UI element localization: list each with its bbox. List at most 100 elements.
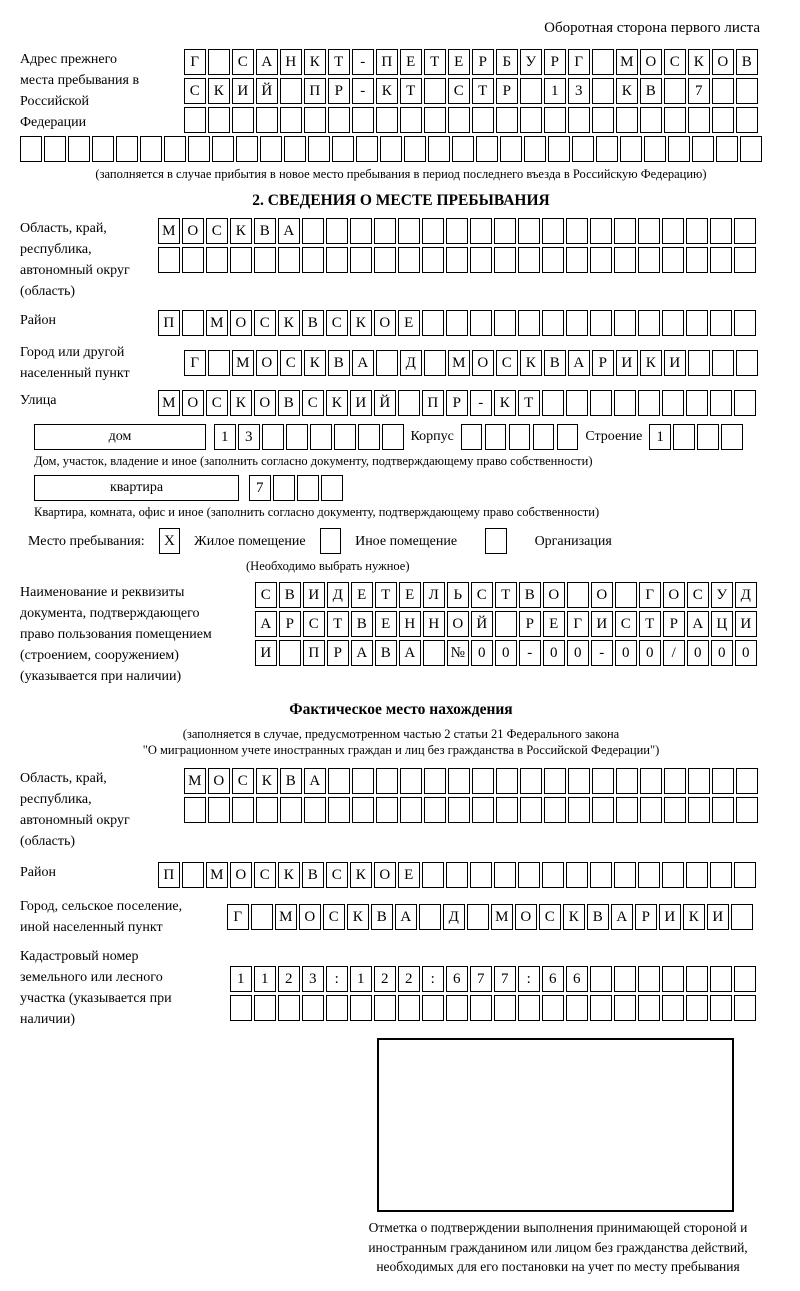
- char-cell[interactable]: [350, 247, 372, 273]
- char-cell[interactable]: [326, 218, 348, 244]
- char-cell[interactable]: [734, 390, 756, 416]
- char-cell[interactable]: [688, 350, 710, 376]
- char-cell[interactable]: [254, 247, 276, 273]
- char-cell[interactable]: [731, 904, 753, 930]
- char-cell[interactable]: 1: [649, 424, 671, 450]
- char-cell[interactable]: [278, 995, 300, 1021]
- char-cell[interactable]: [470, 310, 492, 336]
- char-cell[interactable]: М: [158, 218, 180, 244]
- char-cell[interactable]: [542, 247, 564, 273]
- char-cell[interactable]: Н: [280, 49, 302, 75]
- char-cell[interactable]: К: [688, 49, 710, 75]
- char-cell[interactable]: [614, 310, 636, 336]
- char-cell[interactable]: [614, 966, 636, 992]
- char-cell[interactable]: [424, 768, 446, 794]
- char-cell[interactable]: [638, 247, 660, 273]
- char-cell[interactable]: Р: [327, 640, 349, 666]
- char-cell[interactable]: Й: [471, 611, 493, 637]
- char-cell[interactable]: 0: [615, 640, 637, 666]
- char-cell[interactable]: [686, 218, 708, 244]
- char-cell[interactable]: [423, 640, 445, 666]
- char-cell[interactable]: [710, 966, 732, 992]
- char-cell[interactable]: Й: [256, 78, 278, 104]
- char-cell[interactable]: 0: [495, 640, 517, 666]
- char-cell[interactable]: 7: [494, 966, 516, 992]
- char-cell[interactable]: С: [496, 350, 518, 376]
- char-cell[interactable]: 6: [446, 966, 468, 992]
- char-cell[interactable]: К: [304, 350, 326, 376]
- char-cell[interactable]: И: [735, 611, 757, 637]
- char-cell[interactable]: И: [591, 611, 613, 637]
- char-cell[interactable]: Г: [639, 582, 661, 608]
- char-cell[interactable]: [140, 136, 162, 162]
- char-cell[interactable]: [710, 390, 732, 416]
- char-cell[interactable]: [616, 768, 638, 794]
- char-cell[interactable]: [182, 310, 204, 336]
- char-cell[interactable]: Е: [351, 582, 373, 608]
- char-cell[interactable]: И: [616, 350, 638, 376]
- char-cell[interactable]: [422, 995, 444, 1021]
- char-cell[interactable]: [297, 475, 319, 501]
- char-cell[interactable]: [284, 136, 306, 162]
- char-cell[interactable]: Т: [495, 582, 517, 608]
- char-cell[interactable]: [734, 218, 756, 244]
- char-cell[interactable]: П: [303, 640, 325, 666]
- char-cell[interactable]: [380, 136, 402, 162]
- char-cell[interactable]: 7: [470, 966, 492, 992]
- char-cell[interactable]: Е: [400, 49, 422, 75]
- char-cell[interactable]: К: [347, 904, 369, 930]
- char-cell[interactable]: [470, 862, 492, 888]
- char-cell[interactable]: [208, 107, 230, 133]
- char-cell[interactable]: [304, 797, 326, 823]
- char-cell[interactable]: [614, 995, 636, 1021]
- char-cell[interactable]: :: [326, 966, 348, 992]
- char-cell[interactable]: [446, 218, 468, 244]
- char-cell[interactable]: П: [158, 862, 180, 888]
- char-cell[interactable]: [710, 310, 732, 336]
- char-cell[interactable]: Ь: [447, 582, 469, 608]
- char-cell[interactable]: О: [230, 310, 252, 336]
- char-cell[interactable]: [566, 862, 588, 888]
- char-cell[interactable]: [556, 424, 579, 450]
- char-cell[interactable]: Т: [400, 78, 422, 104]
- char-cell[interactable]: [230, 995, 252, 1021]
- char-cell[interactable]: [590, 247, 612, 273]
- char-cell[interactable]: [692, 136, 714, 162]
- char-cell[interactable]: 1: [254, 966, 276, 992]
- char-cell[interactable]: [326, 247, 348, 273]
- char-cell[interactable]: [422, 247, 444, 273]
- char-cell[interactable]: [662, 966, 684, 992]
- char-cell[interactable]: Т: [327, 611, 349, 637]
- char-cell[interactable]: [734, 862, 756, 888]
- char-cell[interactable]: Р: [279, 611, 301, 637]
- char-cell[interactable]: [686, 247, 708, 273]
- char-cell[interactable]: [424, 78, 446, 104]
- char-cell[interactable]: [400, 107, 422, 133]
- char-cell[interactable]: [398, 390, 420, 416]
- char-cell[interactable]: С: [615, 611, 637, 637]
- char-cell[interactable]: [710, 995, 732, 1021]
- char-cell[interactable]: [251, 904, 273, 930]
- char-cell[interactable]: [566, 995, 588, 1021]
- char-cell[interactable]: К: [376, 78, 398, 104]
- char-cell[interactable]: [662, 995, 684, 1021]
- char-cell[interactable]: [520, 768, 542, 794]
- char-cell[interactable]: Д: [327, 582, 349, 608]
- char-cell[interactable]: В: [254, 218, 276, 244]
- char-cell[interactable]: К: [494, 390, 516, 416]
- char-cell[interactable]: Т: [639, 611, 661, 637]
- char-cell[interactable]: :: [518, 966, 540, 992]
- char-cell[interactable]: [712, 107, 734, 133]
- char-cell[interactable]: У: [711, 582, 733, 608]
- stay-type-checkbox-organization[interactable]: [485, 528, 507, 554]
- char-cell[interactable]: [542, 390, 564, 416]
- char-cell[interactable]: О: [230, 862, 252, 888]
- char-cell[interactable]: С: [687, 582, 709, 608]
- char-cell[interactable]: [446, 995, 468, 1021]
- char-cell[interactable]: [568, 768, 590, 794]
- char-cell[interactable]: К: [640, 350, 662, 376]
- char-cell[interactable]: [428, 136, 450, 162]
- char-cell[interactable]: [664, 768, 686, 794]
- char-cell[interactable]: [638, 966, 660, 992]
- char-cell[interactable]: [518, 995, 540, 1021]
